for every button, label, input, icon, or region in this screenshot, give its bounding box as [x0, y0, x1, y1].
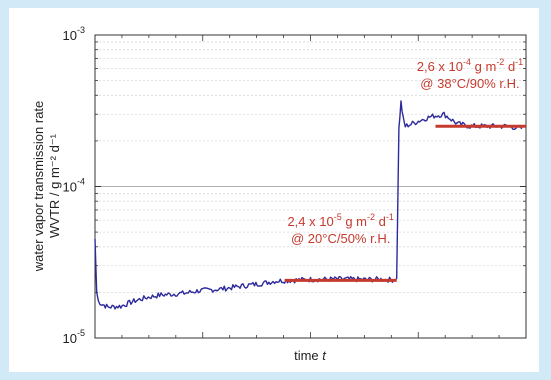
series — [94, 100, 523, 310]
wvtr-chart: 10-5 10-4 10-3 2,4 x 10-5 g m-2 d-1 @ 20°C/… — [31, 25, 527, 363]
chart-panel: 10-5 10-4 10-3 2,4 x 10-5 g m-2 d-1 @ 20°C/… — [9, 8, 539, 372]
annotation-value: 2,4 x 10-5 g m-2 d-1 — [287, 212, 393, 229]
wvtr-series-line — [94, 100, 523, 310]
y-axis-label-line1: water vapor transmission rate — [31, 101, 46, 273]
y-tick-label: 10-5 — [63, 328, 85, 346]
y-axis-label-line2: WVTR / g m⁻² d⁻¹ — [47, 133, 62, 238]
annotation-conditions: @ 20°C/50% r.H. — [291, 231, 390, 246]
annotation-conditions: @ 38°C/90% r.H. — [420, 76, 519, 91]
annotations: 2,4 x 10-5 g m-2 d-1 @ 20°C/50% r.H. 2,6 x… — [287, 57, 523, 246]
fit-lines — [284, 124, 526, 282]
annotation-value: 2,6 x 10-4 g m-2 d-1 — [417, 57, 523, 74]
grid — [95, 41, 526, 293]
y-tick-label: 10-4 — [63, 177, 85, 195]
x-axis-label: time t — [294, 348, 327, 363]
y-tick-label: 10-3 — [63, 25, 85, 43]
ticks: 10-5 10-4 10-3 — [63, 25, 527, 346]
